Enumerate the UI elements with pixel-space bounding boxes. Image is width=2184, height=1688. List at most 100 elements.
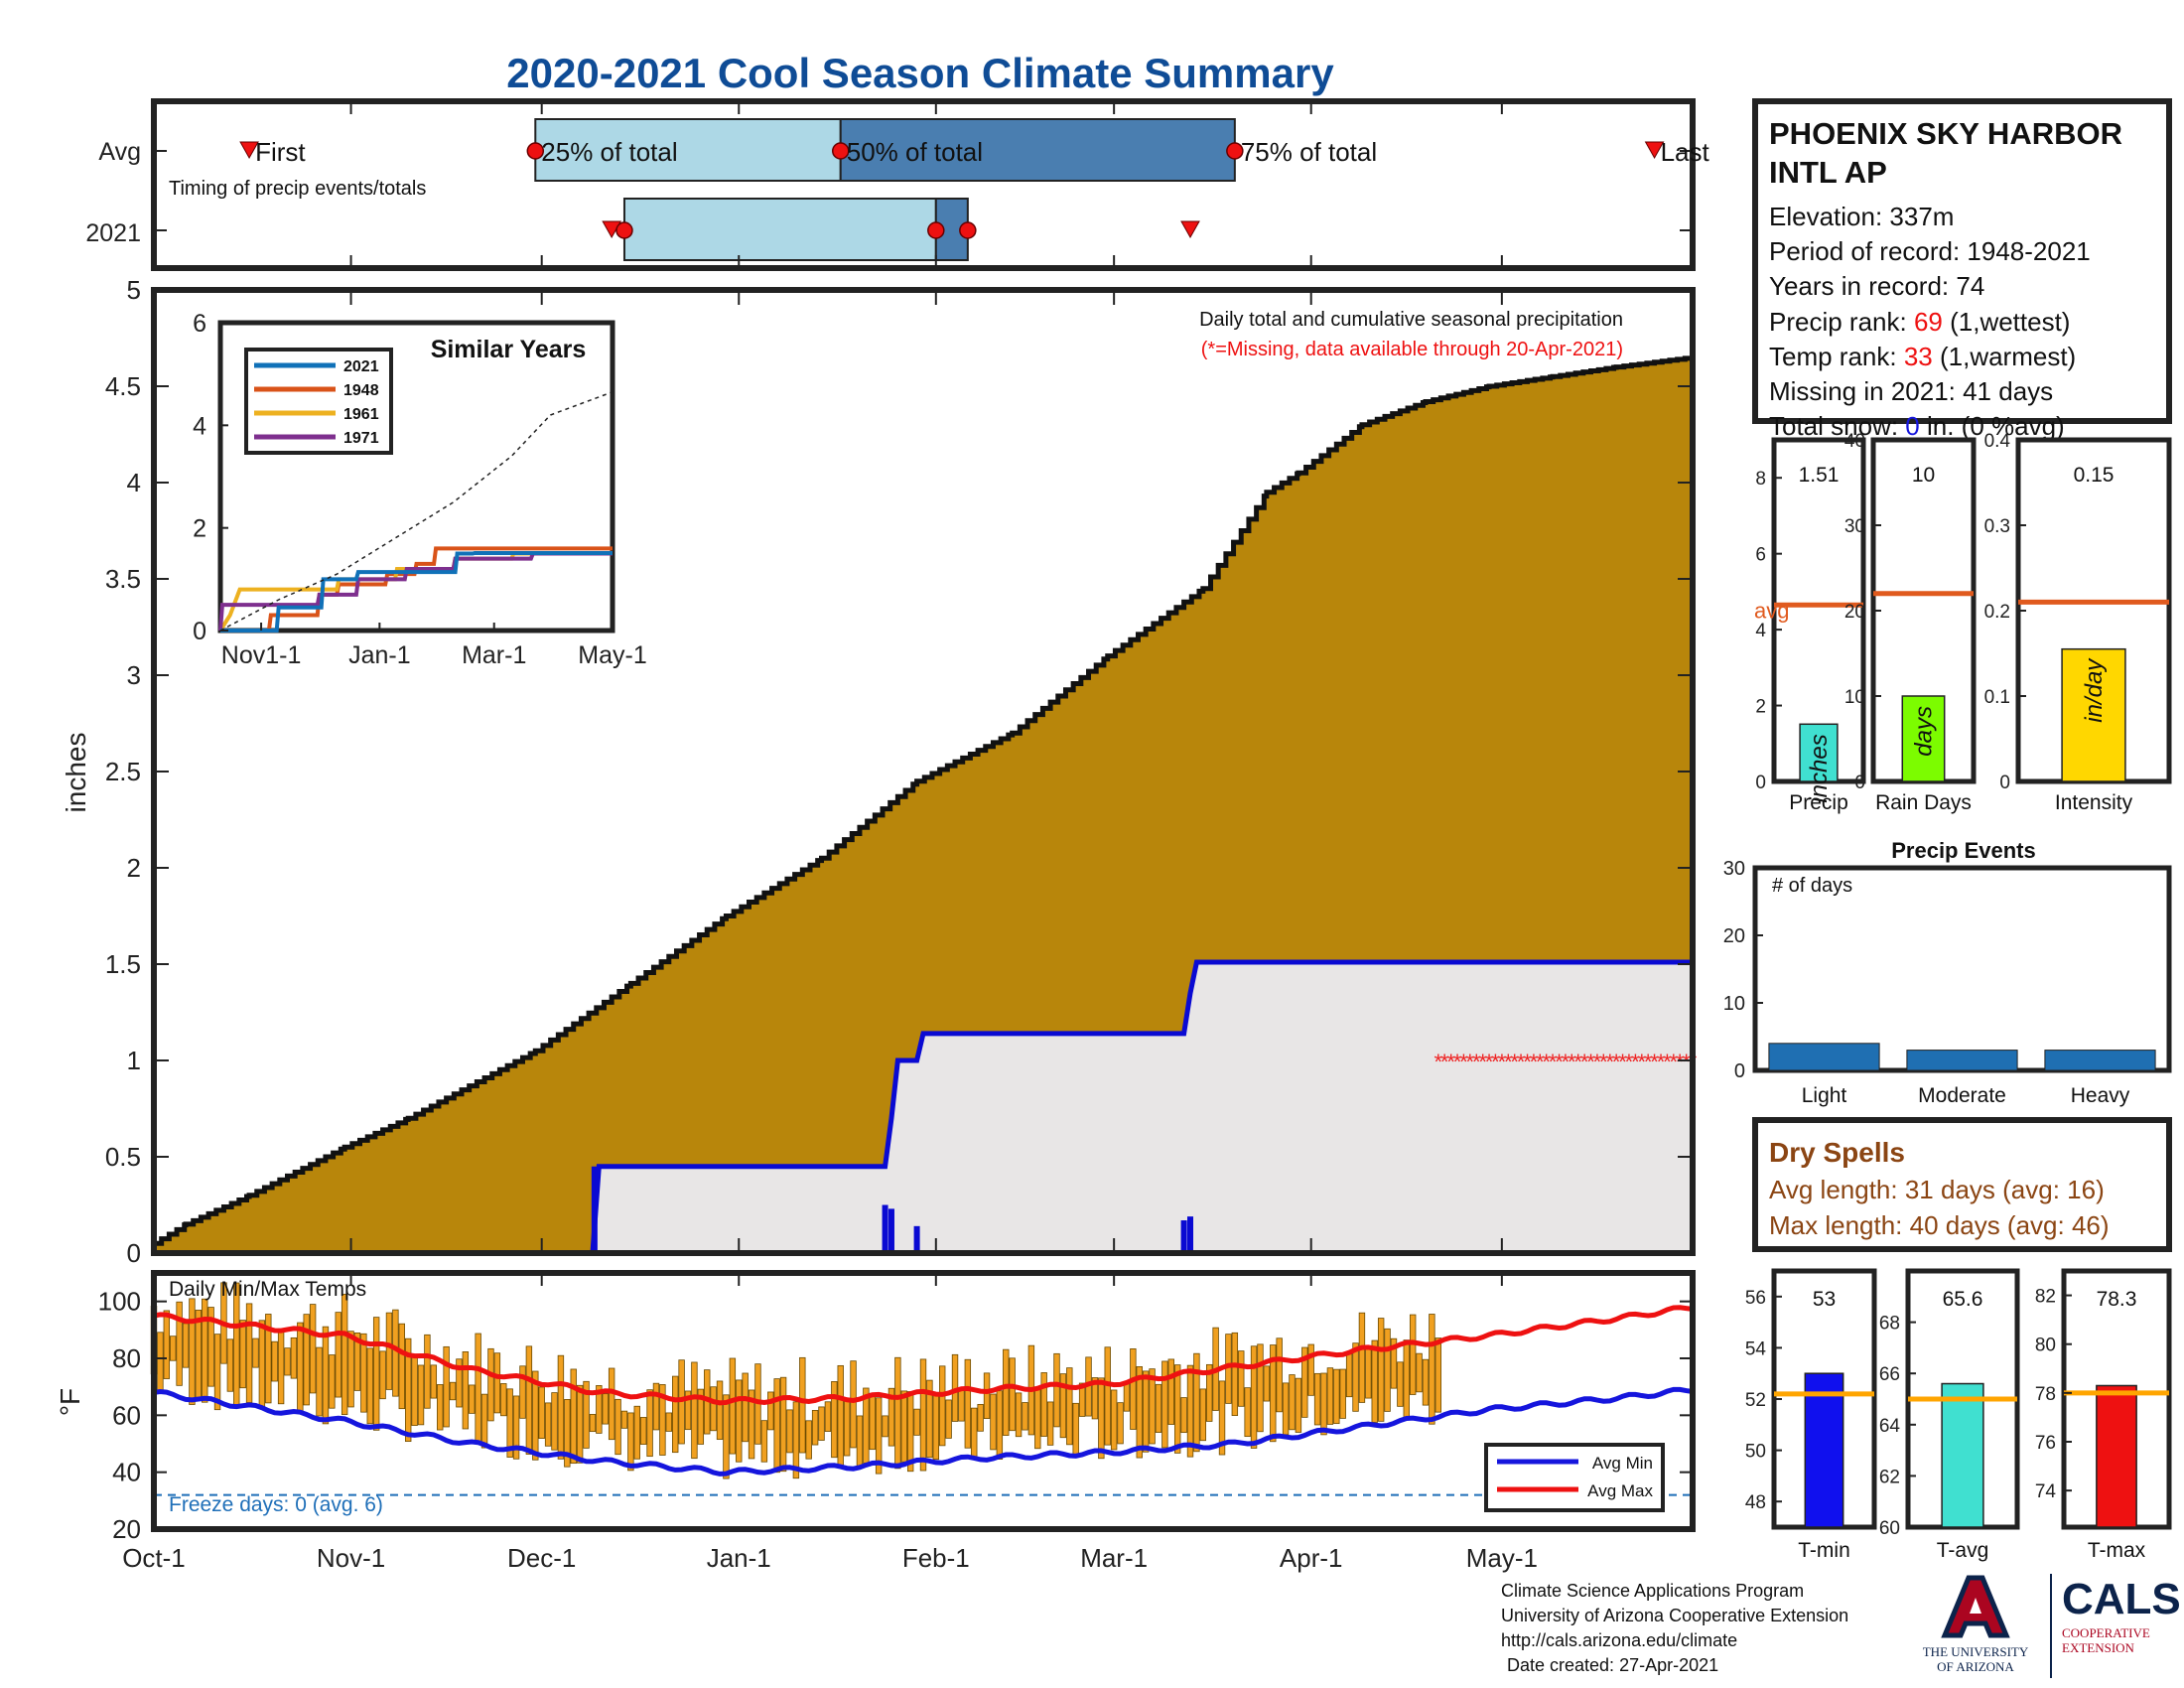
daily-temp-bar bbox=[392, 1309, 399, 1397]
missing-data-marker: * bbox=[1625, 1050, 1634, 1074]
cals-line1: COOPERATIVE bbox=[2062, 1625, 2150, 1640]
temp-summary-y-tick-label: 78 bbox=[2035, 1384, 2056, 1405]
station-frame bbox=[1752, 98, 2172, 424]
event-category-label: Moderate bbox=[1918, 1084, 2006, 1107]
daily-temp-bar bbox=[1123, 1381, 1131, 1412]
daily-temp-bar bbox=[716, 1380, 724, 1441]
legend-avg-max-label: Avg Max bbox=[1587, 1481, 1653, 1500]
totals-value: 10 bbox=[1912, 464, 1935, 487]
date-tick-label: Feb-1 bbox=[902, 1543, 970, 1573]
freeze-days-text: Freeze days: 0 (avg. 6) bbox=[169, 1493, 383, 1516]
totals-y-tick-label: 40 bbox=[1844, 431, 1865, 452]
station-name-line1: PHOENIX SKY HARBOR bbox=[1769, 116, 2122, 151]
daily-temp-bar bbox=[1263, 1365, 1271, 1402]
missing-data-marker: * bbox=[1568, 1050, 1576, 1074]
missing-data-marker: * bbox=[1504, 1050, 1513, 1074]
daily-temp-bar bbox=[1110, 1389, 1118, 1451]
daily-temp-bar bbox=[1352, 1342, 1359, 1412]
precip-rank-value: 69 bbox=[1914, 307, 1943, 337]
main-y-tick-label: 0.5 bbox=[105, 1142, 141, 1172]
daily-temp-bar bbox=[811, 1410, 819, 1446]
dry-spells-max: Max length: 40 days (avg: 46) bbox=[1769, 1210, 2110, 1240]
cumulative-2021-line bbox=[154, 959, 1693, 1256]
inset-legend-entries: 2021 1948 1961 1971 bbox=[254, 358, 379, 447]
timing-first-label: First bbox=[255, 137, 306, 167]
totals-unit: inches bbox=[1806, 734, 1833, 802]
daily-temp-bar bbox=[1238, 1350, 1245, 1407]
date-tick-label: Oct-1 bbox=[122, 1543, 186, 1573]
precip-events-panel: Precip Events # of days Light Moderate Hea… bbox=[1723, 838, 2172, 1107]
daily-temp-bar bbox=[869, 1392, 876, 1451]
footer-link[interactable]: http://cals.arizona.edu/climate bbox=[1501, 1630, 1738, 1650]
main-y-tick-label: 3.5 bbox=[105, 564, 141, 594]
missing-data-marker: * bbox=[1498, 1050, 1507, 1074]
daily-temp-bar bbox=[347, 1331, 354, 1408]
daily-temp-bar bbox=[748, 1389, 755, 1460]
totals-y-tick-label: 20 bbox=[1844, 602, 1865, 623]
cals-logo[interactable]: CALS COOPERATIVE EXTENSION bbox=[2050, 1574, 2181, 1678]
temp-panel: Daily Min/Max Temps Freeze days: 0 (avg.… bbox=[55, 1270, 1696, 1544]
daily-temp-bar bbox=[519, 1365, 526, 1419]
daily-temp-bar bbox=[1003, 1348, 1010, 1436]
main-frame bbox=[151, 287, 1696, 1256]
missing-data-marker: * bbox=[1530, 1050, 1539, 1074]
totals-y-tick-label: 0 bbox=[1755, 773, 1766, 793]
daily-temp-bar bbox=[1167, 1358, 1174, 1425]
daily-temp-bar bbox=[913, 1408, 920, 1436]
timing-row-avg: Avg bbox=[98, 138, 141, 166]
station-years: Years in record: 74 bbox=[1769, 271, 1984, 301]
totals-value: 1.51 bbox=[1799, 464, 1840, 487]
missing-data-marker: * bbox=[1562, 1050, 1570, 1074]
timing-yr-last-marker bbox=[1180, 220, 1200, 239]
missing-data-marker: * bbox=[1637, 1050, 1646, 1074]
daily-temp-bar bbox=[875, 1397, 883, 1475]
temp-y-tick-label: 40 bbox=[112, 1458, 141, 1487]
daily-temp-bar bbox=[544, 1402, 552, 1447]
temp-summary-y-tick-label: 60 bbox=[1879, 1518, 1900, 1539]
daily-temp-bar bbox=[1186, 1364, 1194, 1458]
similar-year-line bbox=[218, 551, 613, 632]
inset-legend-label: 2021 bbox=[343, 358, 379, 375]
daily-temp-bar bbox=[1199, 1388, 1207, 1442]
daily-temp-bar bbox=[856, 1415, 864, 1469]
missing-data-marker: * bbox=[1644, 1050, 1653, 1074]
daily-temp-bar bbox=[182, 1323, 190, 1368]
inset-lines: 0 2 4 6 Nov1-1 Jan-1 Mar-1 May-1 bbox=[193, 310, 647, 669]
daily-temp-bar bbox=[570, 1368, 577, 1465]
daily-temp-bar bbox=[366, 1347, 373, 1425]
daily-temp-bar bbox=[589, 1414, 597, 1433]
temp-summary-y-tick-label: 50 bbox=[1745, 1442, 1766, 1463]
daily-temp-bar bbox=[850, 1360, 857, 1449]
daily-temp-bar bbox=[456, 1358, 463, 1408]
daily-temp-bar bbox=[1155, 1383, 1162, 1433]
date-tick-label: Jan-1 bbox=[707, 1543, 771, 1573]
temp-summary-y-tick-label: 68 bbox=[1879, 1314, 1900, 1335]
station-elevation: Elevation: 337m bbox=[1769, 202, 1954, 231]
university-of-arizona-logo[interactable]: THE UNIVERSITY OF ARIZONA bbox=[1911, 1574, 2040, 1678]
daily-temp-bar bbox=[462, 1351, 470, 1430]
inset-y-tick-label: 4 bbox=[193, 412, 206, 440]
daily-temp-bar bbox=[1117, 1402, 1124, 1445]
totals-y-tick-label: 10 bbox=[1844, 687, 1865, 708]
daily-temp-bar bbox=[620, 1410, 628, 1429]
daily-temp-bar bbox=[258, 1320, 266, 1408]
daily-temp-bar bbox=[639, 1417, 647, 1445]
daily-temp-bar bbox=[596, 1385, 603, 1434]
daily-temp-bar bbox=[564, 1399, 571, 1468]
temp-y-tick-label: 20 bbox=[112, 1514, 141, 1544]
missing-data-marker: * bbox=[1605, 1050, 1614, 1074]
daily-temp-bar bbox=[1326, 1367, 1334, 1425]
daily-temp-bar bbox=[742, 1372, 749, 1443]
daily-temp-bar bbox=[1429, 1314, 1435, 1425]
totals-avg-label: avg bbox=[1754, 598, 1789, 623]
missing-data-marker: * bbox=[1612, 1050, 1621, 1074]
totals-y-tick-label: 2 bbox=[1755, 697, 1766, 718]
daily-temp-bar bbox=[551, 1392, 558, 1451]
footer-line1: Climate Science Applications Program bbox=[1501, 1581, 1805, 1601]
daily-temp-bar bbox=[1289, 1374, 1296, 1431]
missing-data-marker: * bbox=[1631, 1050, 1640, 1074]
daily-temp-bar bbox=[480, 1393, 488, 1449]
daily-temp-bar bbox=[887, 1387, 895, 1447]
temp-summary-y-tick-label: 76 bbox=[2035, 1433, 2056, 1454]
totals-value: 0.15 bbox=[2074, 464, 2115, 487]
